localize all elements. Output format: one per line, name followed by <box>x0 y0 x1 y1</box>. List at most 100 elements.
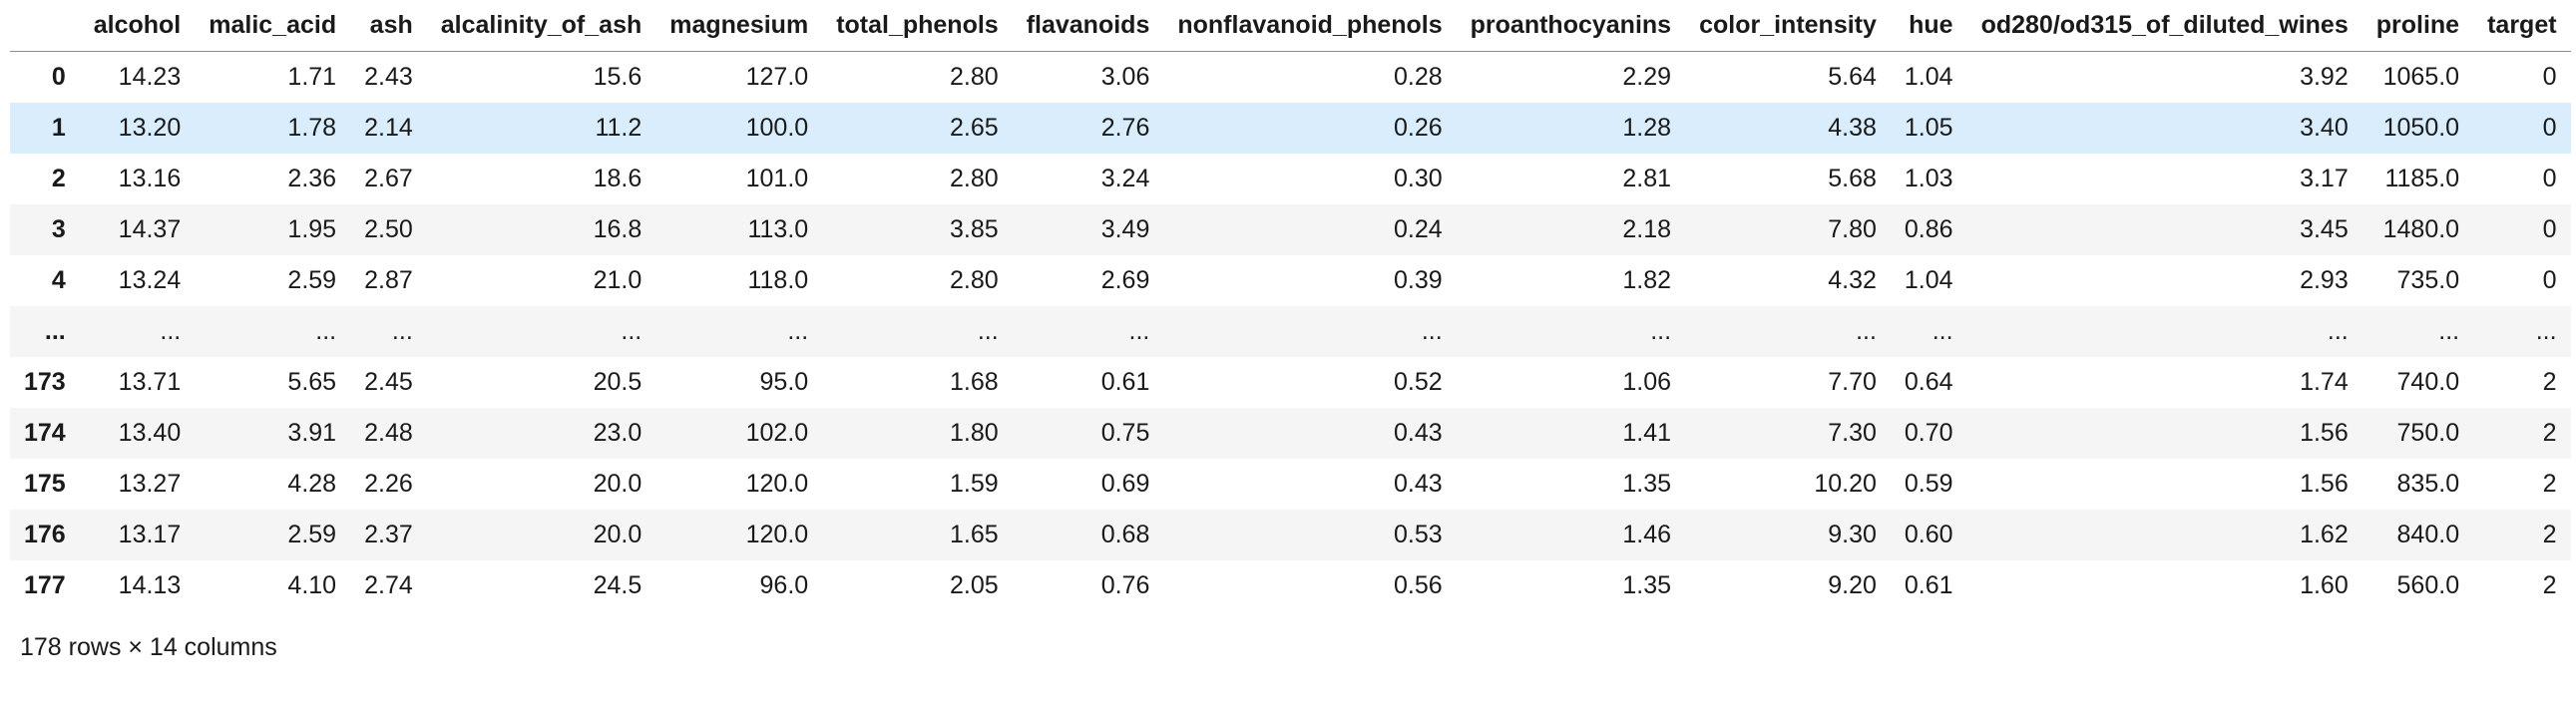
table-cell: 0.68 <box>1100 521 1150 548</box>
column-header: alcalinity_of_ash <box>426 0 656 52</box>
table-cell: 0.52 <box>1393 368 1443 396</box>
table-cell: 2.80 <box>950 266 999 294</box>
table-cell: ... <box>160 317 182 345</box>
column-header: od280/od315_of_diluted_wines <box>1966 0 2362 52</box>
table-cell: 7.30 <box>1828 419 1877 447</box>
table-cell: 0.61 <box>1100 368 1150 396</box>
table-cell: 2 <box>2542 521 2557 548</box>
table-cell: 0.60 <box>1904 521 1953 548</box>
table-cell: 14.23 <box>118 63 182 91</box>
table-cell: 2.67 <box>364 165 413 192</box>
table-row: 3 14.37 1.95 2.50 16.8 113.0 3.85 3.49 0.24 2.18 7… <box>10 204 2571 255</box>
table-cell: 0.64 <box>1904 368 1953 396</box>
table-cell: 1.80 <box>950 419 999 447</box>
table-cell: 3.91 <box>287 419 337 447</box>
table-cell: 5.65 <box>287 368 337 396</box>
table-header-row: alcohol malic_acid ash alcalinity_of_ash mag… <box>10 0 2571 52</box>
table-row: 0 14.23 1.71 2.43 15.6 127.0 2.80 3.06 0.28 2.29 5… <box>10 52 2571 104</box>
table-cell: 0 <box>2542 215 2557 243</box>
table-cell: ... <box>1650 317 1672 345</box>
column-header: hue <box>1890 0 1967 52</box>
table-cell: 1.04 <box>1904 266 1953 294</box>
table-cell: ... <box>1856 317 1877 345</box>
table-cell: 14.37 <box>118 215 182 243</box>
dataframe-table: alcohol malic_acid ash alcalinity_of_ash mag… <box>10 0 2571 611</box>
table-cell: 2.14 <box>364 114 413 142</box>
table-cell: 3.92 <box>2300 63 2349 91</box>
table-cell: 2 <box>2542 419 2557 447</box>
table-cell: ... <box>2535 317 2557 345</box>
table-cell: 2.93 <box>2300 266 2349 294</box>
table-cell: 2.37 <box>364 521 413 548</box>
table-cell: 840.0 <box>2396 521 2460 548</box>
table-row: 2 13.16 2.36 2.67 18.6 101.0 2.80 3.24 0.30 2.81 5… <box>10 154 2571 204</box>
table-cell: ... <box>1421 317 1443 345</box>
table-cell: ... <box>2327 317 2349 345</box>
table-cell: 1.41 <box>1622 419 1672 447</box>
table-cell: 0.28 <box>1393 63 1443 91</box>
table-cell: 1.59 <box>950 470 999 498</box>
table-cell: 13.40 <box>118 419 182 447</box>
table-cell: 2 <box>2542 571 2557 599</box>
table-cell: 20.0 <box>593 470 643 498</box>
table-cell: 9.20 <box>1828 571 1877 599</box>
table-cell: 3.45 <box>2300 215 2349 243</box>
column-header: ash <box>350 0 427 52</box>
row-index-label: 175 <box>24 470 66 498</box>
table-cell: 9.30 <box>1828 521 1877 548</box>
table-cell: 0.86 <box>1904 215 1953 243</box>
table-cell: 0.69 <box>1100 470 1150 498</box>
table-cell: 0.24 <box>1393 215 1443 243</box>
table-cell: 4.10 <box>287 571 337 599</box>
table-cell: 1.68 <box>950 368 999 396</box>
table-cell: 1.28 <box>1622 114 1672 142</box>
table-cell: 1.04 <box>1904 63 1953 91</box>
table-cell: 1.95 <box>287 215 337 243</box>
table-cell: 1.56 <box>2300 419 2349 447</box>
table-cell: 96.0 <box>759 571 809 599</box>
table-cell: 2.18 <box>1622 215 1672 243</box>
table-cell: 13.16 <box>118 165 182 192</box>
table-cell: ... <box>2438 317 2460 345</box>
table-cell: 560.0 <box>2396 571 2460 599</box>
table-cell: 0.75 <box>1100 419 1150 447</box>
row-index-label: 3 <box>51 215 66 243</box>
table-cell: 2.50 <box>364 215 413 243</box>
table-cell: 100.0 <box>745 114 809 142</box>
table-cell: 1.60 <box>2300 571 2349 599</box>
table-cell: 2 <box>2542 470 2557 498</box>
table-row: 1 13.20 1.78 2.14 11.2 100.0 2.65 2.76 0.26 1.28 4… <box>10 103 2571 154</box>
table-cell: 2.48 <box>364 419 413 447</box>
row-index-label: 1 <box>51 114 66 142</box>
table-row: ........................................… <box>10 306 2571 357</box>
table-cell: 0 <box>2542 63 2557 91</box>
table-cell: 16.8 <box>593 215 643 243</box>
table-cell: 3.49 <box>1100 215 1150 243</box>
table-cell: 3.85 <box>950 215 999 243</box>
table-cell: 2.69 <box>1100 266 1150 294</box>
table-cell: 1.05 <box>1904 114 1953 142</box>
table-cell: 7.80 <box>1828 215 1877 243</box>
table-cell: 2.80 <box>950 63 999 91</box>
table-cell: 24.5 <box>593 571 643 599</box>
column-header: total_phenols <box>822 0 1013 52</box>
table-cell: 2.29 <box>1622 63 1672 91</box>
column-header: proline <box>2361 0 2474 52</box>
table-cell: 23.0 <box>593 419 643 447</box>
column-header: color_intensity <box>1685 0 1891 52</box>
table-cell: ... <box>1128 317 1150 345</box>
table-cell: 3.24 <box>1100 165 1150 192</box>
table-cell: 0 <box>2542 266 2557 294</box>
table-cell: 1.71 <box>287 63 337 91</box>
table-cell: 1.35 <box>1622 470 1672 498</box>
table-cell: 1.56 <box>2300 470 2349 498</box>
table-cell: ... <box>391 317 413 345</box>
table-cell: 740.0 <box>2396 368 2460 396</box>
table-cell: 2.74 <box>364 571 413 599</box>
table-row: 4 13.24 2.59 2.87 21.0 118.0 2.80 2.69 0.39 1.82 4… <box>10 255 2571 306</box>
table-cell: 4.32 <box>1828 266 1877 294</box>
table-cell: 13.27 <box>118 470 182 498</box>
table-cell: 120.0 <box>745 470 809 498</box>
table-cell: 10.20 <box>1814 470 1877 498</box>
table-cell: 18.6 <box>593 165 643 192</box>
